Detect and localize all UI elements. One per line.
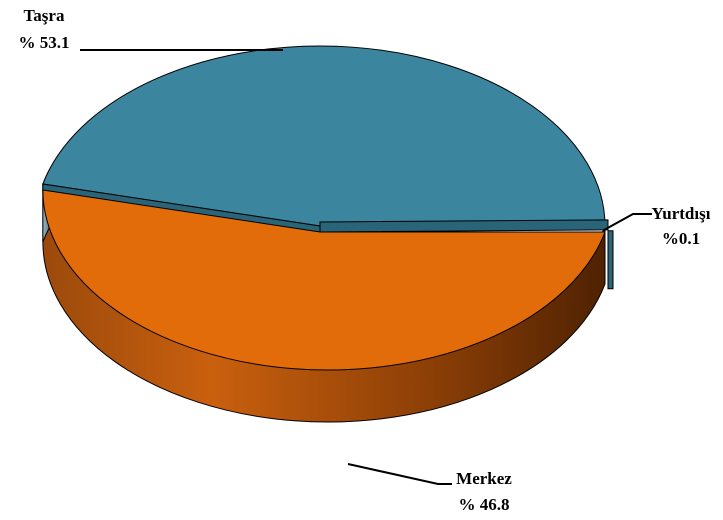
label-tasra-name: Taşra <box>24 6 65 25</box>
yurtdisi-slice <box>320 220 608 232</box>
label-yurtdisi-name: Yurtdışı <box>652 204 711 223</box>
yurtdisi-leader <box>604 214 652 230</box>
label-merkez-name: Merkez <box>456 469 512 488</box>
label-merkez-value: % 46.8 <box>459 495 510 514</box>
yurtdisi-slice-side <box>608 231 613 289</box>
label-yurtdisi-value: %0.1 <box>662 229 700 248</box>
merkez-leader <box>348 464 452 484</box>
label-tasra-value: % 53.1 <box>19 33 70 52</box>
